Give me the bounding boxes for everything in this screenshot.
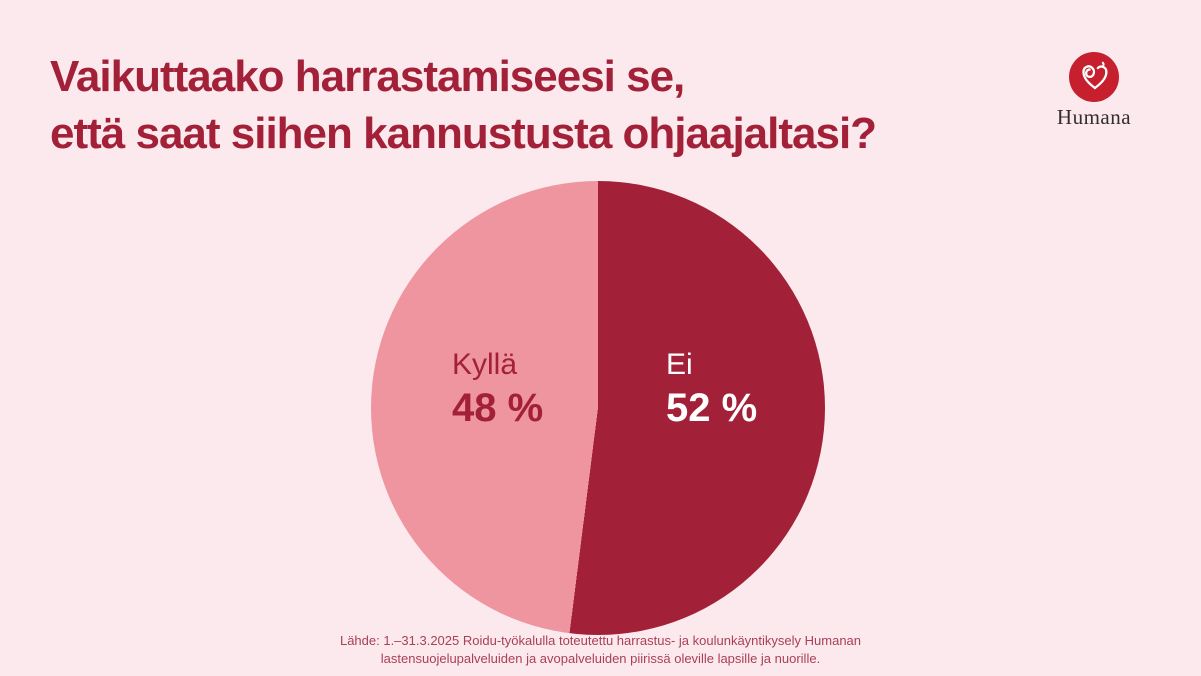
slice-name-kylla: Kyllä xyxy=(452,348,518,381)
page-title-line1: Vaikuttaako harrastamiseesi se, xyxy=(50,52,685,101)
slice-label-kylla: Kyllä 48 % xyxy=(452,348,544,430)
page-title: Vaikuttaako harrastamiseesi se, että saa… xyxy=(50,48,877,162)
heart-scribble-icon xyxy=(1082,61,1108,90)
source-note-line1: Lähde: 1.–31.3.2025 Roidu-työkalulla tot… xyxy=(339,633,862,648)
slice-label-ei: Ei 52 % xyxy=(666,348,758,430)
pie-chart: Kyllä 48 % Ei 52 % xyxy=(371,181,825,635)
slice-name-ei: Ei xyxy=(666,348,693,381)
humana-logo: Humana xyxy=(1044,52,1144,130)
logo-wordmark: Humana xyxy=(1056,105,1132,129)
source-note: Lähde: 1.–31.3.2025 Roidu-työkalulla tot… xyxy=(0,632,1201,667)
slice-value-ei: 52 % xyxy=(666,386,758,430)
logo-circle xyxy=(1069,52,1119,102)
page-title-line2: että saat siihen kannustusta ohjaajaltas… xyxy=(50,109,877,158)
slice-value-kylla: 48 % xyxy=(452,386,544,430)
source-note-line2: lastensuojelupalveluiden ja avopalveluid… xyxy=(380,650,821,666)
